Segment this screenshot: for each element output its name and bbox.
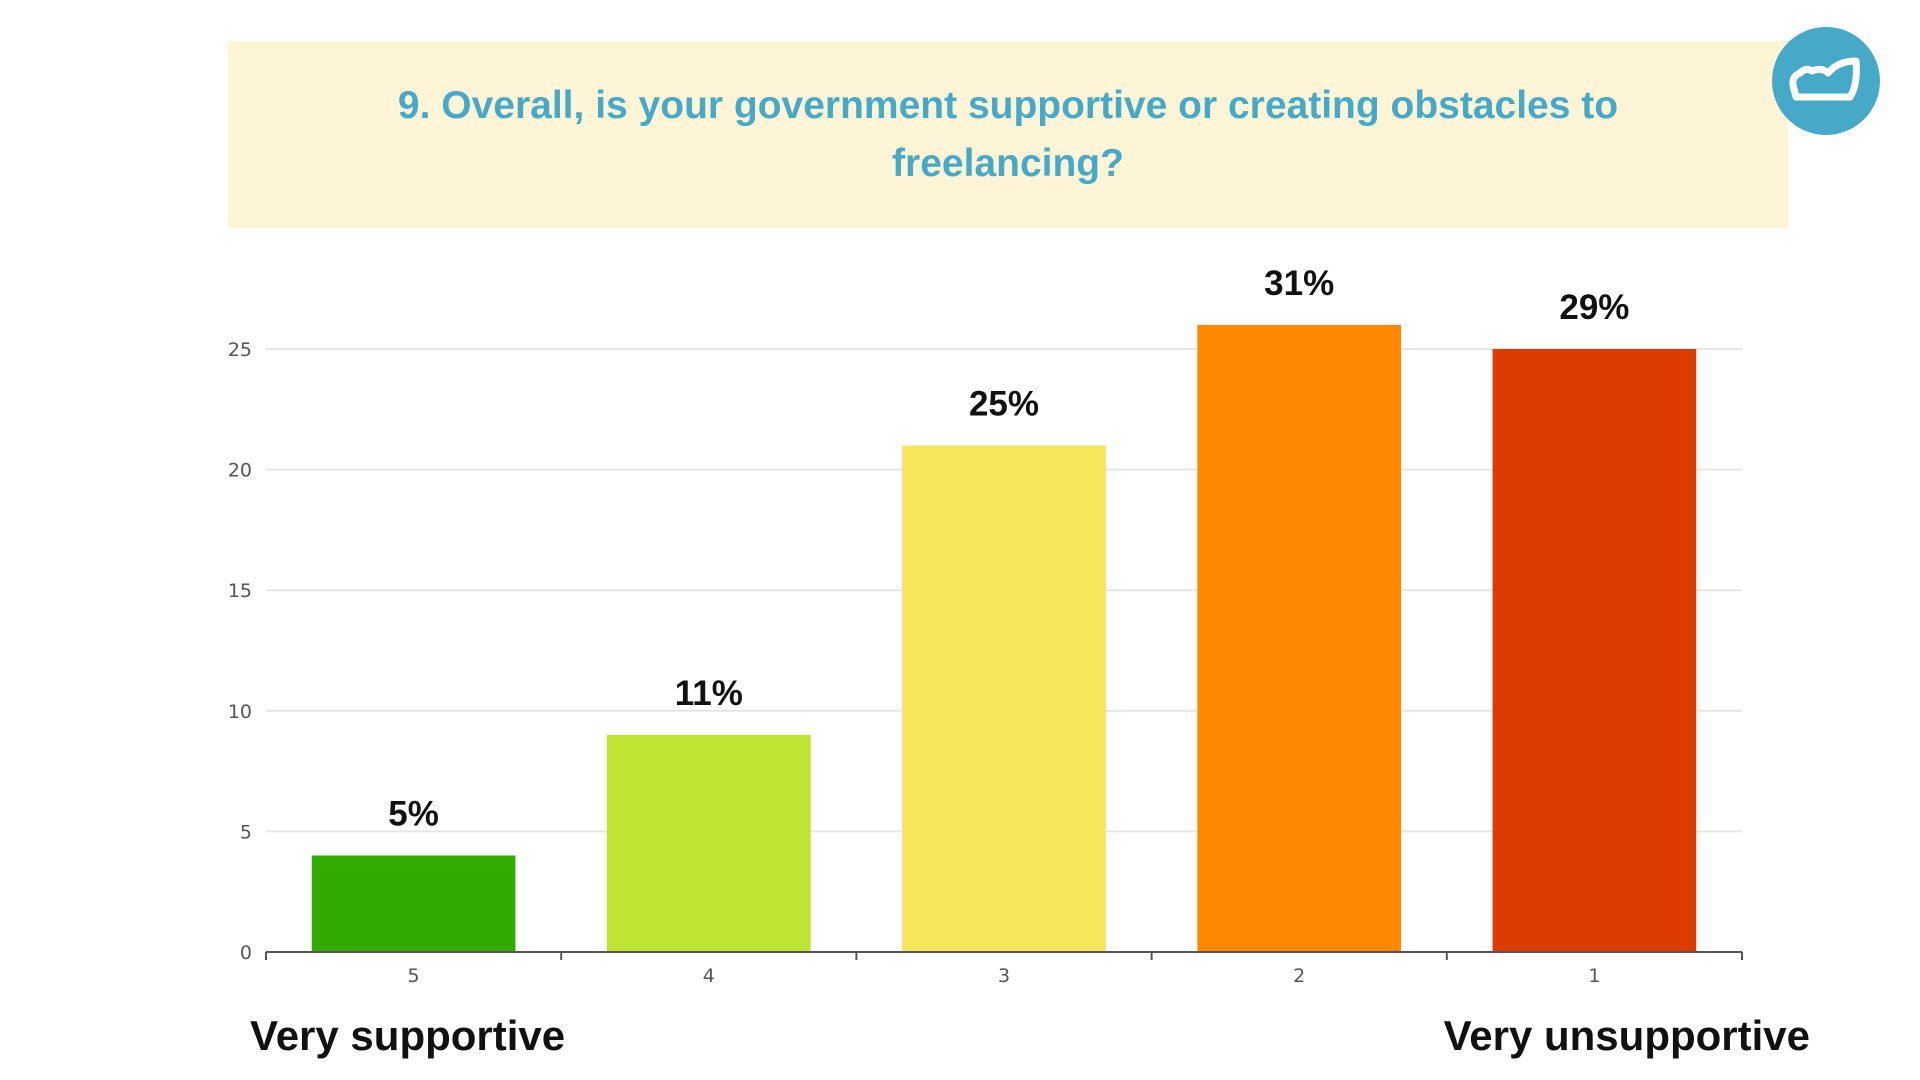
data-label: 25% — [969, 384, 1039, 423]
x-tick-label: 4 — [703, 965, 715, 987]
y-tick-label: 5 — [240, 821, 252, 843]
x-tick-label: 1 — [1588, 965, 1600, 987]
data-label: 29% — [1559, 288, 1629, 327]
x-tick-label: 2 — [1293, 965, 1305, 987]
title-banner: 9. Overall, is your government supportiv… — [228, 41, 1788, 228]
bar — [606, 734, 811, 952]
data-label: 5% — [388, 795, 439, 834]
logo-cloud-shape — [1789, 57, 1860, 101]
scale-label-right: Very unsupportive — [1443, 1012, 1810, 1059]
x-tick-label: 5 — [408, 965, 420, 987]
y-tick-label: 15 — [228, 580, 252, 602]
data-label: 31% — [1264, 264, 1334, 303]
y-tick-label: 0 — [240, 942, 252, 964]
y-tick-label: 20 — [228, 460, 252, 482]
x-tick-label: 3 — [998, 965, 1010, 987]
chart-title: 9. Overall, is your government supportiv… — [397, 83, 1619, 185]
cloud-icon — [1772, 27, 1880, 135]
data-label: 11% — [675, 674, 743, 713]
scale-label-left: Very supportive — [250, 1012, 566, 1059]
y-tick-label: 10 — [228, 701, 252, 723]
bar — [311, 855, 516, 952]
bar — [1197, 324, 1402, 952]
logo-circle — [1772, 27, 1880, 135]
y-tick-label: 25 — [228, 339, 252, 361]
bar — [1492, 349, 1697, 952]
bar — [902, 445, 1106, 952]
